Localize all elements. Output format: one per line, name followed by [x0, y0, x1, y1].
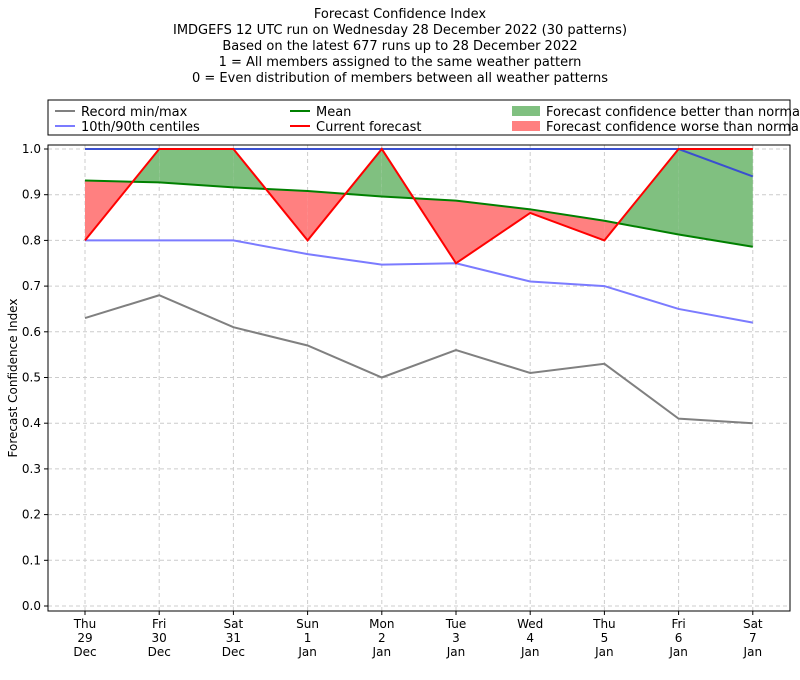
x-tick-label: Jan	[446, 645, 466, 659]
legend-label: 10th/90th centiles	[81, 120, 200, 135]
x-tick-label: 30	[152, 631, 167, 645]
confidence-fill	[456, 200, 531, 264]
legend-label: Mean	[316, 105, 351, 120]
x-tick-label: Fri	[671, 617, 685, 631]
x-tick-label: Fri	[152, 617, 166, 631]
x-tick-label: 5	[601, 631, 609, 645]
mean-line	[84, 179, 753, 248]
record-min-line	[84, 294, 753, 425]
title-line: IMDGEFS 12 UTC run on Wednesday 28 Decem…	[173, 23, 627, 38]
legend-label: Current forecast	[316, 120, 422, 135]
legend-label: Forecast confidence worse than normal	[546, 120, 800, 135]
x-tick-label: Sat	[224, 617, 244, 631]
x-tick-label: Dec	[222, 645, 245, 659]
x-tick-label: Jan	[594, 645, 614, 659]
y-tick-label: 0.1	[22, 553, 41, 567]
x-tick-label: Thu	[73, 617, 97, 631]
x-tick-label: Mon	[369, 617, 394, 631]
x-tick-label: 29	[77, 631, 92, 645]
y-tick-label: 1.0	[22, 142, 41, 156]
x-tick-label: 31	[226, 631, 241, 645]
p10-line	[85, 239, 753, 324]
y-axis-label: Forecast Confidence Index	[6, 299, 20, 458]
x-tick-label: Dec	[73, 645, 96, 659]
y-tick-label: 0.3	[22, 462, 41, 476]
x-tick-label: 7	[749, 631, 757, 645]
x-tick-label: Jan	[297, 645, 317, 659]
legend-swatch	[512, 106, 540, 116]
y-tick-label: 0.6	[22, 325, 41, 339]
x-tick-label: 6	[675, 631, 683, 645]
legend-box	[47, 99, 791, 136]
x-tick-label: Jan	[520, 645, 540, 659]
axes: 0.00.10.20.30.40.50.60.70.80.91.0Thu29De…	[22, 142, 763, 659]
x-tick-label: 4	[526, 631, 534, 645]
title-line: 0 = Even distribution of members between…	[192, 71, 608, 86]
y-tick-label: 0.8	[22, 233, 41, 247]
y-tick-label: 0.0	[22, 599, 41, 613]
x-tick-label: Wed	[517, 617, 543, 631]
y-tick-label: 0.2	[22, 508, 41, 522]
x-tick-label: 3	[452, 631, 460, 645]
x-tick-label: 2	[378, 631, 386, 645]
y-tick-label: 0.4	[22, 416, 41, 430]
legend-label: Record min/max	[81, 105, 188, 120]
confidence-fill	[678, 149, 753, 247]
x-tick-label: 1	[304, 631, 312, 645]
x-tick-label: Sat	[743, 617, 763, 631]
title-line: Forecast Confidence Index	[314, 7, 486, 22]
x-tick-label: Sun	[296, 617, 319, 631]
x-tick-label: Thu	[592, 617, 616, 631]
x-tick-label: Dec	[148, 645, 171, 659]
y-tick-label: 0.5	[22, 371, 41, 385]
confidence-fill	[618, 149, 679, 235]
title-line: 1 = All members assigned to the same wea…	[219, 55, 582, 70]
y-tick-label: 0.9	[22, 188, 41, 202]
confidence-fill	[159, 149, 234, 188]
x-tick-label: Jan	[372, 645, 392, 659]
x-tick-label: Tue	[445, 617, 467, 631]
x-tick-label: Jan	[743, 645, 763, 659]
title-line: Based on the latest 677 runs up to 28 De…	[222, 39, 577, 54]
current-forecast-line	[84, 147, 753, 265]
x-tick-label: Jan	[668, 645, 688, 659]
y-tick-label: 0.7	[22, 279, 41, 293]
series-lines	[84, 147, 754, 425]
legend-label: Forecast confidence better than normal	[546, 105, 800, 120]
legend-swatch	[512, 121, 540, 131]
